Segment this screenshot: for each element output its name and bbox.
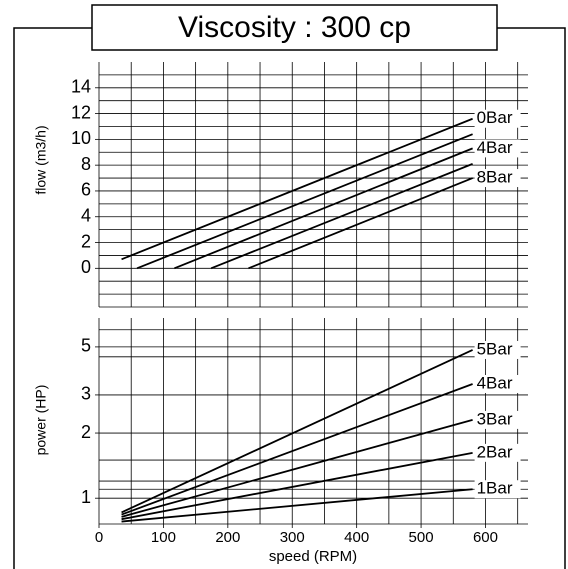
series-label: 4Bar (477, 138, 513, 157)
frame (13, 27, 566, 569)
series-label-bg (474, 443, 521, 462)
y-tick-label: 12 (71, 102, 91, 122)
y-tick-label: 5 (81, 336, 91, 356)
series-label-bg (474, 374, 521, 393)
y-tick-label: 4 (81, 205, 91, 225)
x-axis-label: speed (RPM) (269, 548, 357, 565)
x-tick-label: 100 (151, 529, 176, 546)
y-axis-label: flow (m3/h) (33, 125, 49, 194)
series-label: 4Bar (477, 373, 513, 392)
y-tick-label: 0 (81, 257, 91, 277)
x-tick-label: 300 (280, 529, 305, 546)
series-label: 3Bar (477, 409, 513, 428)
chart-title: Viscosity : 300 cp (178, 11, 411, 44)
series-label: 2Bar (477, 442, 513, 461)
y-tick-label: 1 (81, 487, 91, 507)
series-line (121, 349, 473, 514)
series-label-bg (474, 340, 521, 359)
series-label: 0Bar (477, 108, 513, 127)
y-tick-label: 2 (81, 231, 91, 251)
series-label: 1Bar (477, 479, 513, 498)
series-label: 8Bar (477, 168, 513, 187)
series-label-bg (474, 480, 521, 499)
series-line (210, 163, 473, 270)
y-tick-label: 6 (81, 180, 91, 200)
y-tick-label: 8 (81, 154, 91, 174)
x-tick-label: 0 (95, 529, 103, 546)
x-tick-label: 200 (215, 529, 240, 546)
series-line (174, 147, 473, 270)
series-label-bg (474, 139, 521, 158)
y-tick-label: 10 (71, 128, 91, 148)
series-line (121, 419, 473, 518)
series-label-bg (474, 109, 521, 128)
series-line (136, 133, 473, 270)
x-tick-label: 500 (409, 529, 434, 546)
series-line (121, 488, 473, 523)
x-tick-label: 400 (344, 529, 369, 546)
y-axis-label: power (HP) (33, 385, 49, 456)
title-box (91, 4, 498, 51)
series-line (248, 177, 473, 270)
y-tick-label: 2 (81, 422, 91, 442)
series-line (121, 451, 473, 521)
series-line (121, 117, 473, 261)
y-tick-label: 14 (71, 77, 91, 97)
series-label-bg (474, 410, 521, 429)
y-tick-label: 3 (81, 384, 91, 404)
series-label: 5Bar (477, 339, 513, 358)
series-label-bg (474, 169, 521, 188)
x-tick-label: 600 (473, 529, 498, 546)
series-line (121, 383, 473, 516)
